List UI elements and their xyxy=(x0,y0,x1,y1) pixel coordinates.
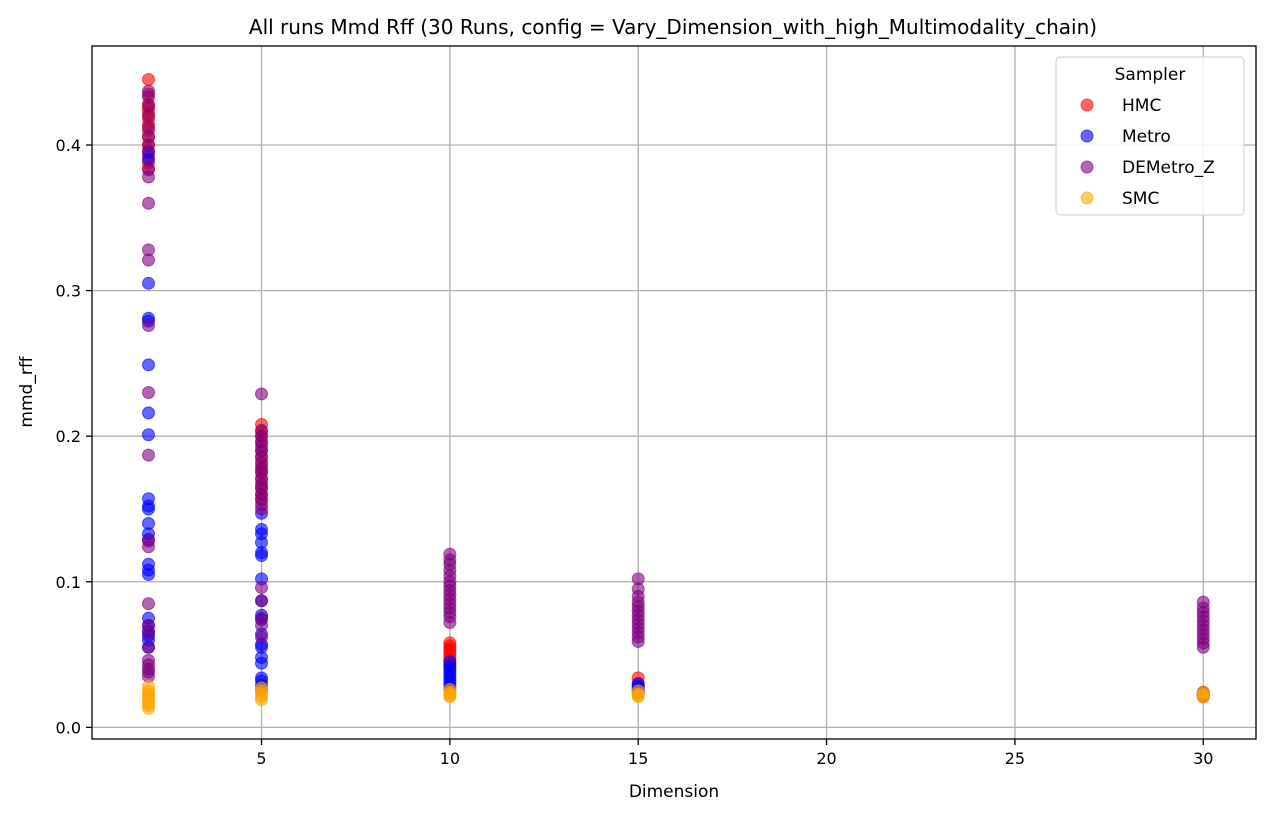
data-point xyxy=(142,640,155,654)
legend-label: Metro xyxy=(1122,127,1171,147)
y-axis-label: mmd_rff xyxy=(17,355,37,427)
y-tick-label: 0.0 xyxy=(56,718,81,737)
points-layer xyxy=(142,72,1210,715)
x-tick-label: 15 xyxy=(628,749,648,768)
data-point xyxy=(255,387,269,401)
data-point xyxy=(142,72,155,86)
data-point xyxy=(142,358,155,372)
legend-box xyxy=(1055,56,1245,216)
legend-marker xyxy=(1080,191,1094,205)
data-point xyxy=(142,253,155,267)
series-smc xyxy=(142,680,1210,715)
data-point xyxy=(255,594,269,608)
x-tick-label: 30 xyxy=(1193,749,1213,768)
y-tick-label: 0.4 xyxy=(56,136,81,155)
data-point xyxy=(142,626,155,640)
data-point xyxy=(142,138,155,152)
data-point xyxy=(142,567,155,581)
data-point xyxy=(142,428,155,442)
x-tick-label: 20 xyxy=(816,749,836,768)
x-axis-label: Dimension xyxy=(629,782,719,802)
legend-label: SMC xyxy=(1122,189,1159,209)
data-point xyxy=(1196,690,1210,704)
data-point xyxy=(142,196,155,210)
data-point xyxy=(142,319,155,333)
data-point xyxy=(142,406,155,420)
data-point xyxy=(142,701,155,715)
chart-title: All runs Mmd Rff (30 Runs, config = Vary… xyxy=(249,15,1097,39)
x-tick-label: 5 xyxy=(256,749,266,768)
y-tick-label: 0.1 xyxy=(56,573,81,592)
legend-marker xyxy=(1080,129,1094,143)
data-point xyxy=(255,656,269,670)
legend-title: Sampler xyxy=(1115,65,1186,85)
data-point xyxy=(142,109,155,123)
axes xyxy=(91,45,1257,740)
plot-frame xyxy=(91,45,1257,740)
data-point xyxy=(443,690,457,704)
data-point xyxy=(255,502,269,516)
data-point xyxy=(142,170,155,184)
data-point xyxy=(142,386,155,399)
data-point xyxy=(255,549,269,563)
legend-label: HMC xyxy=(1122,96,1161,116)
y-tick-label: 0.2 xyxy=(56,427,81,446)
x-ticks: 5 10 15 20 25 30 xyxy=(256,739,1213,768)
legend-label: DEMetro_Z xyxy=(1122,158,1215,178)
y-ticks: 0.0 0.1 0.2 0.3 0.4 xyxy=(56,136,92,737)
legend-marker xyxy=(1080,98,1094,112)
x-tick-label: 10 xyxy=(440,749,460,768)
data-point xyxy=(443,616,457,630)
data-point xyxy=(255,581,269,595)
data-point xyxy=(142,597,155,611)
data-point xyxy=(142,276,155,290)
data-point xyxy=(631,690,645,704)
data-point xyxy=(142,540,155,554)
legend-marker xyxy=(1080,160,1094,174)
legend: Sampler HMC Metro DEMetro_Z SMC xyxy=(1055,56,1245,216)
series-demetro-z xyxy=(142,84,1210,683)
data-point xyxy=(1196,640,1210,654)
data-point xyxy=(255,618,269,632)
data-point xyxy=(142,448,155,462)
data-point xyxy=(142,502,155,516)
y-tick-label: 0.3 xyxy=(56,282,81,301)
x-tick-label: 25 xyxy=(1005,749,1025,768)
data-point xyxy=(255,630,269,644)
data-point xyxy=(255,693,269,707)
data-point xyxy=(631,634,645,648)
